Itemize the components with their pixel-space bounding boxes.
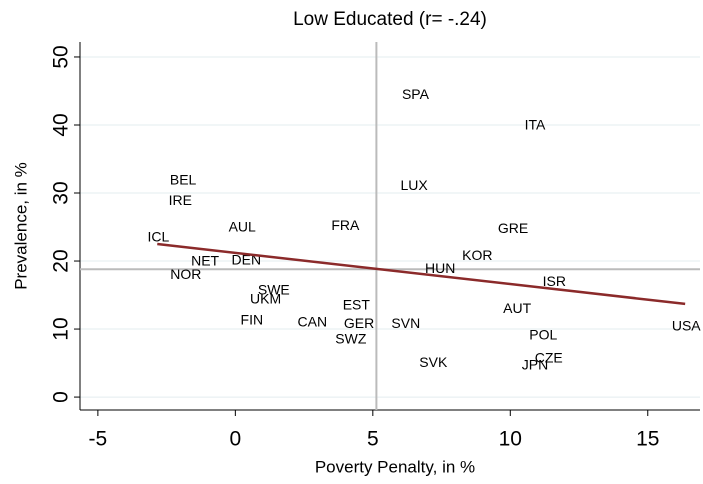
point-label: ISR	[543, 273, 566, 289]
y-tick-label: 30	[50, 181, 73, 204]
x-tick-label: 10	[499, 428, 522, 451]
point-label: SVK	[419, 354, 448, 370]
point-label: AUL	[229, 218, 256, 234]
point-label: JPN	[522, 356, 548, 372]
point-label: AUT	[503, 300, 531, 316]
y-axis-title: Prevalence, in %	[11, 162, 30, 290]
point-label: BEL	[170, 171, 197, 187]
y-tick-label: 10	[50, 317, 73, 340]
point-label: LUX	[400, 177, 428, 193]
point-label: UKM	[250, 291, 281, 307]
y-tick-label: 20	[50, 249, 73, 272]
point-label: HUN	[425, 260, 455, 276]
point-label: NOR	[170, 266, 201, 282]
x-tick-label: 5	[367, 428, 379, 451]
x-axis-title: Poverty Penalty, in %	[315, 457, 475, 476]
point-label: FIN	[241, 312, 264, 328]
point-label: SPA	[402, 86, 430, 102]
point-label: USA	[672, 318, 701, 334]
point-label: ICL	[147, 229, 169, 245]
point-label: ITA	[525, 116, 546, 132]
x-tick-label: 0	[229, 428, 241, 451]
point-label: SWE	[258, 282, 290, 298]
point-label: SWZ	[335, 331, 367, 347]
point-label: SVN	[391, 315, 420, 331]
point-label: KOR	[462, 247, 492, 263]
point-label: CAN	[298, 314, 328, 330]
point-label: GRE	[498, 220, 528, 236]
point-label: POL	[529, 327, 557, 343]
point-label: GER	[344, 315, 374, 331]
chart-title: Low Educated (r= -.24)	[293, 9, 487, 30]
point-label: EST	[343, 297, 371, 313]
point-label: IRE	[169, 192, 192, 208]
x-tick-label: 15	[636, 428, 659, 451]
point-label: CZE	[535, 350, 563, 366]
y-tick-label: 50	[50, 45, 73, 68]
y-tick-label: 0	[50, 391, 73, 403]
fit-line	[157, 242, 686, 306]
x-tick-label: -5	[89, 428, 108, 451]
y-tick-label: 40	[50, 113, 73, 136]
point-label: FRA	[331, 217, 360, 233]
point-label: NET	[191, 252, 219, 268]
